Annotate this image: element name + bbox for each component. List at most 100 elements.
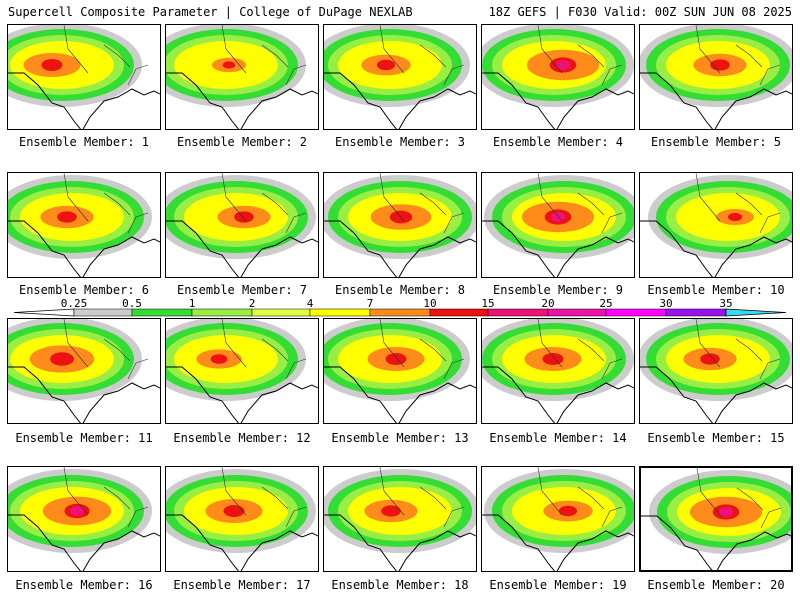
- scp-contour: [700, 353, 720, 365]
- ensemble-member-label: Ensemble Member: 14: [489, 431, 627, 445]
- scp-field-map: [166, 25, 318, 129]
- scp-contour: [57, 211, 77, 223]
- ensemble-member-panel[interactable]: [165, 466, 319, 572]
- ensemble-member-label: Ensemble Member: 1: [18, 135, 150, 149]
- scp-field-map: [482, 467, 634, 571]
- scp-field-map: [482, 25, 634, 129]
- state-boundaries: [221, 25, 307, 86]
- color-scale-tick-label: 35: [719, 297, 733, 310]
- ensemble-member-panel[interactable]: [165, 24, 319, 130]
- scp-field-map: [640, 173, 792, 277]
- gulf-coastline: [166, 366, 318, 423]
- scp-field-map: [324, 25, 476, 129]
- ensemble-member-panel[interactable]: [639, 318, 793, 424]
- ensemble-member-panel[interactable]: [7, 24, 161, 130]
- scp-field-map: [640, 319, 792, 423]
- color-scale-tick-label: 1: [188, 297, 196, 310]
- color-scale-upper-arrow: [725, 308, 787, 317]
- gulf-coastline: [8, 72, 160, 129]
- color-scale-bin: [73, 308, 133, 317]
- ensemble-member-panel[interactable]: [165, 172, 319, 278]
- color-scale-bin: [547, 308, 607, 317]
- state-boundaries: [221, 173, 307, 234]
- scp-field-map: [8, 467, 160, 571]
- color-scale-tick-label: 25: [599, 297, 613, 310]
- state-boundaries: [537, 319, 623, 380]
- ensemble-member-label: Ensemble Member: 16: [15, 578, 153, 592]
- gulf-coastline: [640, 220, 792, 277]
- color-scale-bin: [251, 308, 311, 317]
- color-scale-tick-label: 2: [248, 297, 256, 310]
- ensemble-member-panel[interactable]: [481, 24, 635, 130]
- ensemble-member-panel[interactable]: [323, 172, 477, 278]
- ensemble-member-panel[interactable]: [481, 466, 635, 572]
- scp-contour: [551, 212, 565, 222]
- state-boundaries: [696, 468, 782, 529]
- scp-contour: [719, 507, 733, 517]
- ensemble-member-label: Ensemble Member: 3: [334, 135, 466, 149]
- gulf-coastline: [8, 514, 160, 571]
- ensemble-member-label: Ensemble Member: 20: [647, 578, 785, 592]
- scp-contour: [558, 505, 578, 517]
- scp-field-map: [324, 467, 476, 571]
- state-boundaries: [695, 319, 781, 380]
- state-boundaries: [379, 319, 465, 380]
- state-boundaries: [63, 467, 149, 528]
- state-boundaries: [537, 25, 623, 86]
- gulf-coastline: [8, 220, 160, 277]
- ensemble-member-panel[interactable]: [639, 24, 793, 130]
- ensemble-member-panel[interactable]: [7, 318, 161, 424]
- ensemble-member-panel[interactable]: [7, 466, 161, 572]
- scp-contour: [556, 60, 570, 70]
- ensemble-member-label: Ensemble Member: 8: [334, 283, 466, 297]
- scp-contour: [710, 59, 730, 71]
- scp-contour: [542, 353, 564, 365]
- scp-field-map: [8, 319, 160, 423]
- scp-contour: [70, 506, 84, 516]
- color-scale-bin: [487, 308, 549, 317]
- ensemble-member-panel[interactable]: [639, 466, 793, 572]
- color-scale-bin: [369, 308, 431, 317]
- ensemble-member-label: Ensemble Member: 2: [176, 135, 308, 149]
- scp-field-map: [324, 319, 476, 423]
- ensemble-member-panel[interactable]: [481, 172, 635, 278]
- scp-contour: [222, 61, 236, 69]
- ensemble-member-panel[interactable]: [323, 466, 477, 572]
- scp-field-map: [8, 25, 160, 129]
- ensemble-member-label: Ensemble Member: 9: [492, 283, 624, 297]
- ensemble-member-panel[interactable]: [323, 318, 477, 424]
- state-boundaries: [379, 467, 465, 528]
- ensemble-member-panel[interactable]: [639, 172, 793, 278]
- color-scale-bin: [665, 308, 727, 317]
- header-valid-time: 18Z GEFS | F030 Valid: 00Z SUN JUN 08 20…: [488, 5, 792, 19]
- ensemble-member-panel[interactable]: [323, 24, 477, 130]
- ensemble-member-panel[interactable]: [165, 318, 319, 424]
- header-title: Supercell Composite Parameter | College …: [8, 5, 413, 19]
- ensemble-member-panel[interactable]: [7, 172, 161, 278]
- scp-contour: [41, 59, 63, 71]
- scp-field-map: [640, 25, 792, 129]
- scp-field-map: [8, 173, 160, 277]
- scp-field-map: [482, 319, 634, 423]
- gulf-coastline: [166, 220, 318, 277]
- ensemble-member-label: Ensemble Member: 7: [176, 283, 308, 297]
- ensemble-member-label: Ensemble Member: 13: [331, 431, 469, 445]
- scp-contour: [376, 59, 396, 71]
- gulf-coastline: [482, 72, 634, 129]
- color-scale-tick-label: 0.25: [60, 297, 88, 310]
- gulf-coastline: [640, 72, 792, 129]
- scp-contour: [223, 505, 245, 517]
- color-scale-tick-label: 10: [423, 297, 437, 310]
- ensemble-member-panel[interactable]: [481, 318, 635, 424]
- scp-field-map: [166, 467, 318, 571]
- color-scale-tick-label: 7: [366, 297, 374, 310]
- gulf-coastline: [166, 72, 318, 129]
- color-scale-bin: [605, 308, 667, 317]
- ensemble-member-label: Ensemble Member: 10: [647, 283, 785, 297]
- gulf-coastline: [324, 514, 476, 571]
- gulf-coastline: [482, 220, 634, 277]
- scp-field-map: [166, 319, 318, 423]
- color-scale-bin: [309, 308, 371, 317]
- color-scale-tick-label: 15: [481, 297, 495, 310]
- state-boundaries: [379, 173, 465, 234]
